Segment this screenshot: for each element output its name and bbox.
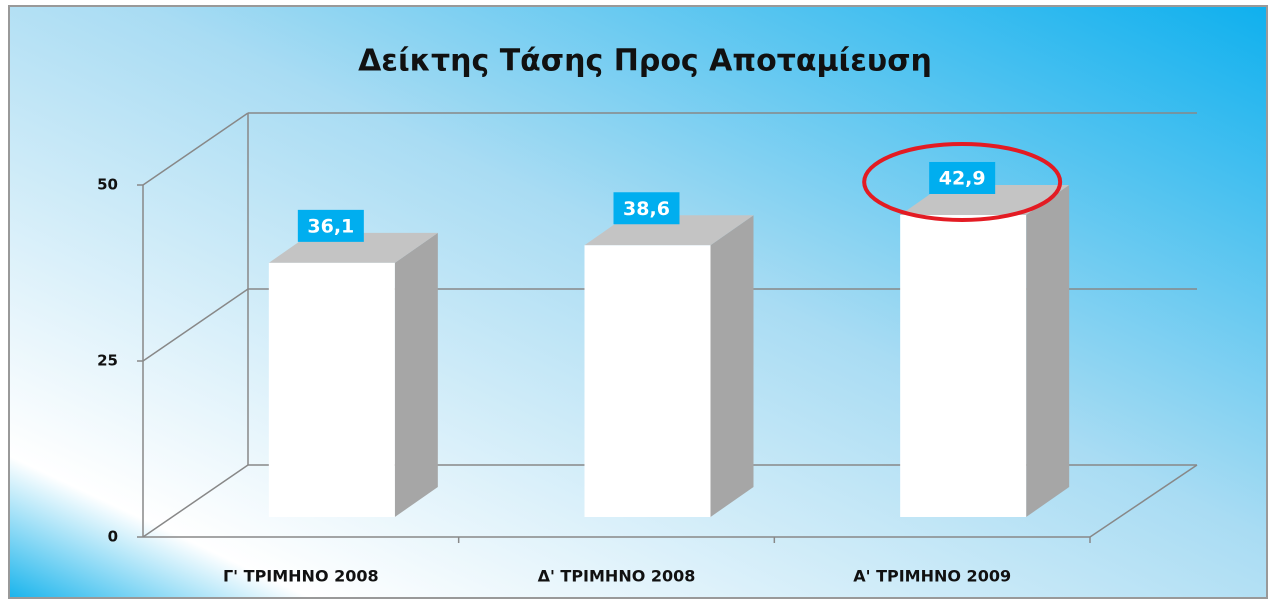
x-tick-label: Γ' ΤΡΙΜΗΝΟ 2008: [223, 567, 379, 586]
bar: [900, 214, 1027, 517]
bar: [584, 245, 711, 518]
highlight-ellipse: [862, 141, 1063, 222]
bar-side: [710, 215, 754, 518]
value-label: 38,6: [623, 198, 670, 220]
y-tick-label: 0: [108, 528, 118, 546]
value-label: 42,9: [939, 167, 986, 189]
floor-right: [1089, 464, 1198, 538]
value-label: 36,1: [307, 215, 354, 237]
value-label-box: [929, 161, 996, 194]
bar: [268, 262, 395, 517]
x-tick-label: Δ' ΤΡΙΜΗΝΟ 2008: [538, 567, 696, 586]
bar-side: [1026, 184, 1070, 517]
y-tick-label: 50: [97, 176, 118, 194]
x-tick-label: Α' ΤΡΙΜΗΝΟ 2009: [853, 567, 1011, 586]
value-label-box: [613, 192, 680, 225]
bar-side: [394, 232, 438, 517]
value-label-box: [297, 209, 364, 242]
grid-line: [142, 464, 249, 538]
y-tick-label: 25: [97, 352, 118, 370]
grid-line: [142, 288, 249, 362]
chart-title: Δείκτης Τάσης Προς Αποταμίευση: [358, 44, 932, 79]
grid-line: [142, 112, 249, 186]
